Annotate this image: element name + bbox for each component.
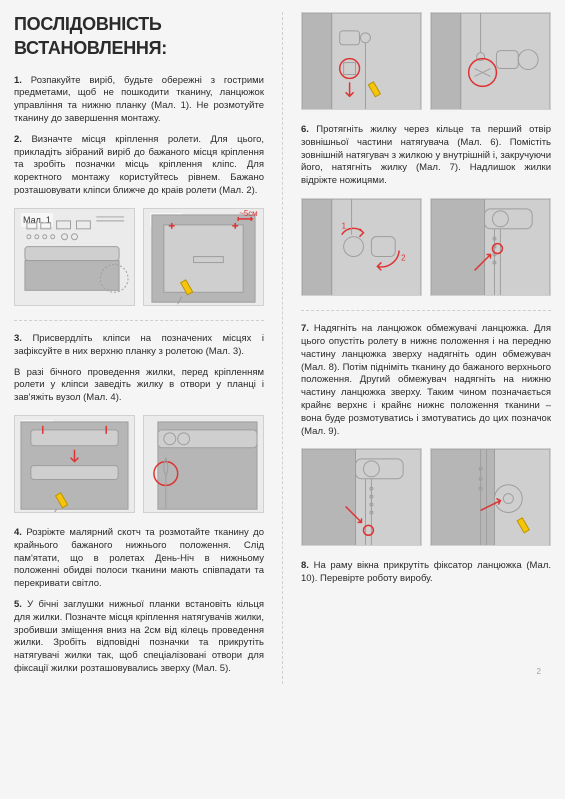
page-number: 2 xyxy=(537,667,541,678)
figure-9: Мал. 9 xyxy=(301,448,422,546)
figure-7: Мал. 7 1 2 xyxy=(301,198,422,296)
step-1: 1. Розпакуйте виріб, будьте обережні з г… xyxy=(14,75,264,126)
step-4: 4. Розріжте малярний скотч та розмотайте… xyxy=(14,527,264,591)
figure-2: Мал. 2 ~5см xyxy=(143,208,264,306)
figure-5: Мал. 5 xyxy=(301,12,422,110)
step-8: 8. На раму вікна прикрутіть фіксатор лан… xyxy=(301,560,551,586)
svg-text:2: 2 xyxy=(401,254,405,263)
step-2: 2. Визначте місця кріплення ролети. Для … xyxy=(14,134,264,198)
page-title: ПОСЛІДОВНІСТЬ ВСТАНОВЛЕННЯ: xyxy=(14,12,264,61)
figure-4: Мал. 4 xyxy=(143,415,264,513)
step-7: 7. Надягніть на ланцюжок обмежувачі ланц… xyxy=(301,323,551,438)
step-3: 3. Присвердліть кліпси на позначених міс… xyxy=(14,333,264,359)
step-3b: В разі бічного проведення жилки, перед к… xyxy=(14,367,264,405)
svg-text:1: 1 xyxy=(342,222,347,231)
step-6: 6. Протягніть жилку через кільце та перш… xyxy=(301,124,551,188)
figure-10: Мал. 10 xyxy=(430,448,551,546)
figure-3: Мал. 3 xyxy=(14,415,135,513)
svg-text:~5см: ~5см xyxy=(239,209,257,218)
figure-8: Мал. 8 xyxy=(430,198,551,296)
figure-6: Мал. 6 xyxy=(430,12,551,110)
figure-1: Мал. 1 xyxy=(14,208,135,306)
step-5: 5. У бічні заглушки нижньої планки встан… xyxy=(14,599,264,676)
